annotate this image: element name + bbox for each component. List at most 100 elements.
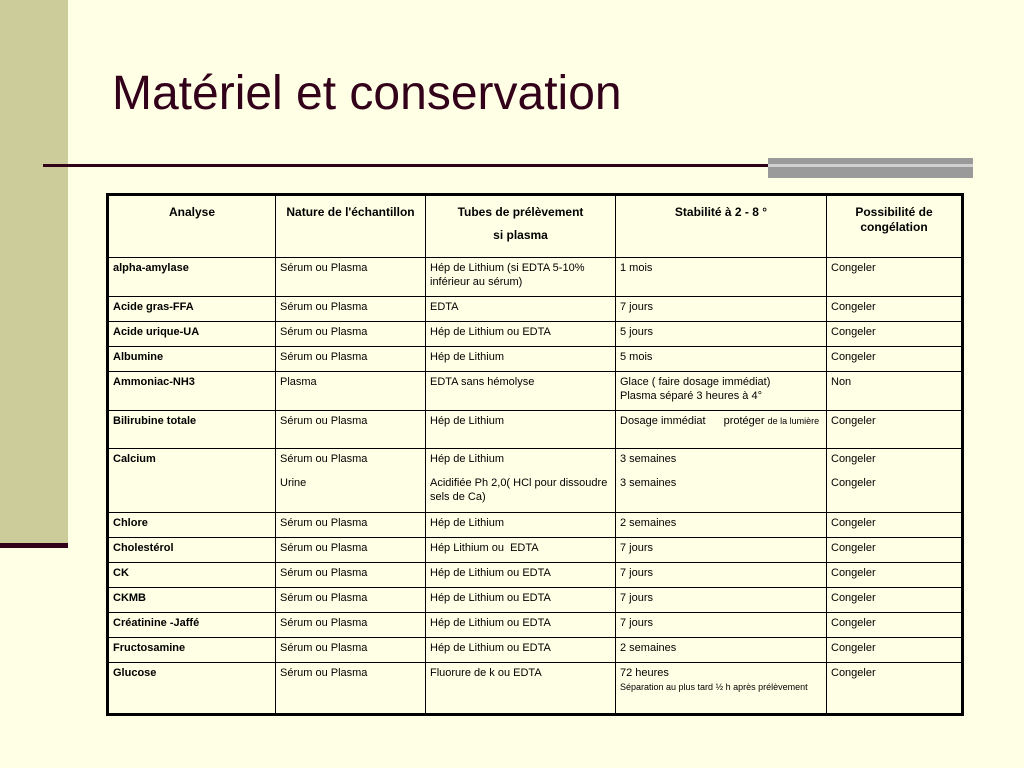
cell-analyse: Ammoniac-NH3: [107, 371, 276, 411]
congelation-line-1: Congeler: [831, 453, 876, 465]
cell-analyse: Bilirubine totale: [107, 410, 276, 449]
cell-congelation: Congeler: [826, 612, 963, 638]
cell-congelation: Congeler: [826, 257, 963, 297]
tubes-line-2: Acidifiée Ph 2,0( HCl pour dissoudre sel…: [430, 477, 608, 503]
cell-congelation: Congeler: [826, 321, 963, 347]
table-row: alpha-amylase Sérum ou Plasma Hép de Lit…: [107, 257, 963, 297]
slide-title: Matériel et conservation: [112, 67, 622, 120]
cell-nature: Sérum ou Plasma: [275, 296, 426, 322]
cell-nature: Sérum ou Plasma: [275, 537, 426, 563]
cell-nature: Sérum ou Plasma: [275, 662, 426, 715]
table-row: Albumine Sérum ou Plasma Hép de Lithium …: [107, 346, 963, 372]
cell-stabilite: 7 jours: [615, 562, 827, 588]
cell-tubes: Hép Lithium ou EDTA: [425, 537, 616, 563]
cell-analyse: Cholestérol: [107, 537, 276, 563]
cell-congelation: Congeler: [826, 512, 963, 538]
cell-stabilite: 7 jours: [615, 296, 827, 322]
stabilite-line-2: Plasma séparé 3 heures à 4°: [620, 390, 762, 402]
cell-analyse: Créatinine -Jaffé: [107, 612, 276, 638]
table-row: Fructosamine Sérum ou Plasma Hép de Lith…: [107, 637, 963, 663]
stabilite-line-1: Glace ( faire dosage immédiat): [620, 376, 771, 388]
stabilite-line-1: Dosage immédiat: [620, 415, 706, 427]
cell-congelation: Congeler: [826, 346, 963, 372]
header-nature: Nature de l'échantillon: [275, 194, 426, 258]
left-accent-band: [0, 0, 68, 545]
cell-stabilite: 5 jours: [615, 321, 827, 347]
cell-nature: Sérum ou Plasma: [275, 321, 426, 347]
cell-tubes: Hép de Lithium: [425, 410, 616, 449]
header-tubes-label: Tubes de prélèvement: [457, 205, 584, 219]
cell-tubes: EDTA: [425, 296, 616, 322]
cell-congelation: Congeler Congeler: [826, 448, 963, 513]
cell-analyse: CKMB: [107, 587, 276, 613]
cell-analyse: Acide gras-FFA: [107, 296, 276, 322]
stabilite-line-2: protéger: [723, 415, 765, 427]
congelation-line-2: Congeler: [831, 477, 876, 489]
table-row: Acide urique-UA Sérum ou Plasma Hép de L…: [107, 321, 963, 347]
cell-analyse: alpha-amylase: [107, 257, 276, 297]
cell-congelation: Congeler: [826, 537, 963, 563]
header-stabilite: Stabilité à 2 - 8 °: [615, 194, 827, 258]
cell-tubes: Hép de Lithium ou EDTA: [425, 562, 616, 588]
cell-stabilite: 1 mois: [615, 257, 827, 297]
cell-nature: Sérum ou Plasma: [275, 257, 426, 297]
cell-tubes: Hép de Lithium ou EDTA: [425, 612, 616, 638]
table-row: Calcium Sérum ou Plasma Urine Hép de Lit…: [107, 448, 963, 513]
title-underline: [43, 164, 769, 167]
table-row: Ammoniac-NH3 Plasma EDTA sans hémolyse G…: [107, 371, 963, 411]
cell-stabilite: 7 jours: [615, 537, 827, 563]
cell-analyse: CK: [107, 562, 276, 588]
cell-nature: Sérum ou Plasma: [275, 512, 426, 538]
cell-stabilite: 3 semaines 3 semaines: [615, 448, 827, 513]
nature-line-1: Sérum ou Plasma: [280, 453, 368, 465]
header-congelation: Possibilité de congélation: [826, 194, 963, 258]
cell-analyse: Fructosamine: [107, 637, 276, 663]
cell-nature: Sérum ou Plasma: [275, 562, 426, 588]
cell-congelation: Congeler: [826, 410, 963, 449]
cell-analyse: Glucose: [107, 662, 276, 715]
cell-nature: Sérum ou Plasma: [275, 410, 426, 449]
cell-tubes: Hép de Lithium ou EDTA: [425, 587, 616, 613]
cell-stabilite: 7 jours: [615, 587, 827, 613]
title-accent-bar: [768, 158, 973, 178]
cell-tubes: Fluorure de k ou EDTA: [425, 662, 616, 715]
title-accent-bar-line: [768, 164, 973, 167]
table-row: Créatinine -Jaffé Sérum ou Plasma Hép de…: [107, 612, 963, 638]
table-row: Bilirubine totale Sérum ou Plasma Hép de…: [107, 410, 963, 449]
header-tubes: Tubes de prélèvement si plasma: [425, 194, 616, 258]
table-header-row: Analyse Nature de l'échantillon Tubes de…: [107, 194, 963, 258]
cell-tubes: Hép de Lithium ou EDTA: [425, 321, 616, 347]
cell-congelation: Congeler: [826, 662, 963, 715]
cell-stabilite: Glace ( faire dosage immédiat) Plasma sé…: [615, 371, 827, 411]
cell-analyse: Acide urique-UA: [107, 321, 276, 347]
cell-analyse: Albumine: [107, 346, 276, 372]
cell-analyse: Chlore: [107, 512, 276, 538]
stabilite-line-2: 3 semaines: [620, 477, 677, 489]
cell-analyse: Calcium: [107, 448, 276, 513]
cell-congelation: Congeler: [826, 562, 963, 588]
cell-stabilite: 2 semaines: [615, 512, 827, 538]
tubes-line-1: Hép de Lithium: [430, 453, 504, 465]
cell-stabilite: 2 semaines: [615, 637, 827, 663]
stabilite-line-2: Séparation au plus tard ½ h après prélèv…: [620, 682, 808, 692]
cell-tubes: Hép de Lithium: [425, 346, 616, 372]
header-tubes-sublabel: si plasma: [493, 228, 548, 242]
stabilite-line-1: 3 semaines: [620, 453, 677, 465]
header-analyse: Analyse: [107, 194, 276, 258]
cell-tubes: Hép de Lithium ou EDTA: [425, 637, 616, 663]
cell-nature: Sérum ou Plasma: [275, 637, 426, 663]
cell-nature: Sérum ou Plasma Urine: [275, 448, 426, 513]
stabilite-line-3: de la lumière: [767, 416, 820, 426]
analysis-table: Analyse Nature de l'échantillon Tubes de…: [106, 193, 964, 716]
table-row: Acide gras-FFA Sérum ou Plasma EDTA 7 jo…: [107, 296, 963, 322]
table-row: Glucose Sérum ou Plasma Fluorure de k ou…: [107, 662, 963, 715]
cell-stabilite: 72 heures Séparation au plus tard ½ h ap…: [615, 662, 827, 715]
cell-tubes: EDTA sans hémolyse: [425, 371, 616, 411]
cell-congelation: Congeler: [826, 296, 963, 322]
left-accent-line: [0, 543, 68, 548]
cell-tubes: Hép de Lithium Acidifiée Ph 2,0( HCl pou…: [425, 448, 616, 513]
cell-nature: Sérum ou Plasma: [275, 587, 426, 613]
table-row: CK Sérum ou Plasma Hép de Lithium ou EDT…: [107, 562, 963, 588]
table-row: CKMB Sérum ou Plasma Hép de Lithium ou E…: [107, 587, 963, 613]
cell-tubes: Hép de Lithium: [425, 512, 616, 538]
